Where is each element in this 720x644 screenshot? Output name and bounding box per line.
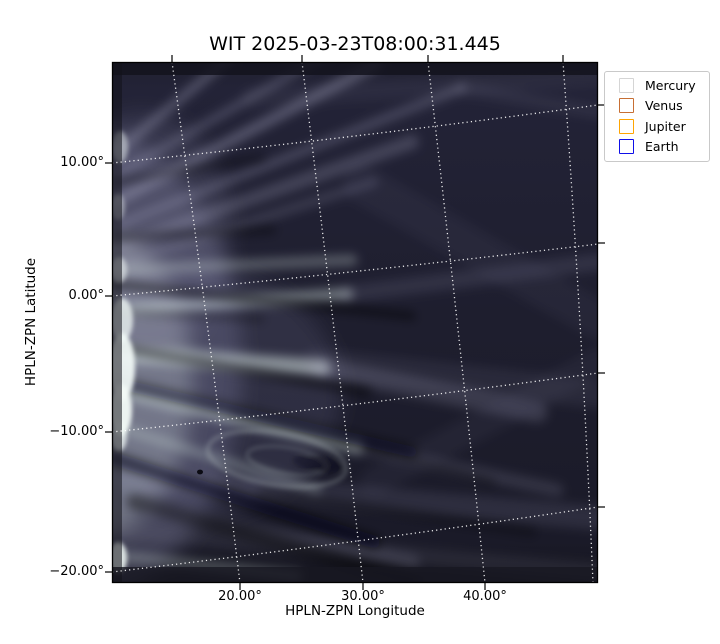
- y-tick-label: −20.00°: [49, 564, 104, 579]
- y-tick-label: −10.00°: [49, 424, 104, 439]
- legend-entry-venus: Venus: [605, 96, 709, 117]
- legend-swatch-earth-icon: [619, 139, 634, 155]
- legend: Mercury Venus Jupiter Earth: [604, 71, 710, 162]
- x-axis-label: HPLN-ZPN Longitude: [285, 603, 425, 619]
- legend-swatch-mercury-icon: [619, 77, 634, 93]
- legend-entry-mercury: Mercury: [605, 75, 709, 96]
- legend-label: Mercury: [645, 77, 696, 93]
- x-tick-label: 40.00°: [463, 589, 507, 604]
- y-tick-label: 0.00°: [68, 288, 104, 303]
- legend-label: Earth: [645, 139, 679, 155]
- plot-title: WIT 2025-03-23T08:00:31.445: [209, 33, 501, 55]
- y-tick-label: 10.00°: [60, 155, 104, 170]
- legend-label: Jupiter: [645, 118, 686, 134]
- y-axis-label: HPLN-ZPN Latitude: [23, 257, 39, 387]
- legend-entry-earth: Earth: [605, 137, 709, 158]
- x-tick-label: 30.00°: [341, 589, 385, 604]
- legend-swatch-jupiter-icon: [619, 118, 634, 134]
- legend-swatch-venus-icon: [619, 98, 634, 114]
- legend-label: Venus: [645, 98, 683, 114]
- legend-entry-jupiter: Jupiter: [605, 116, 709, 137]
- x-tick-label: 20.00°: [218, 589, 262, 604]
